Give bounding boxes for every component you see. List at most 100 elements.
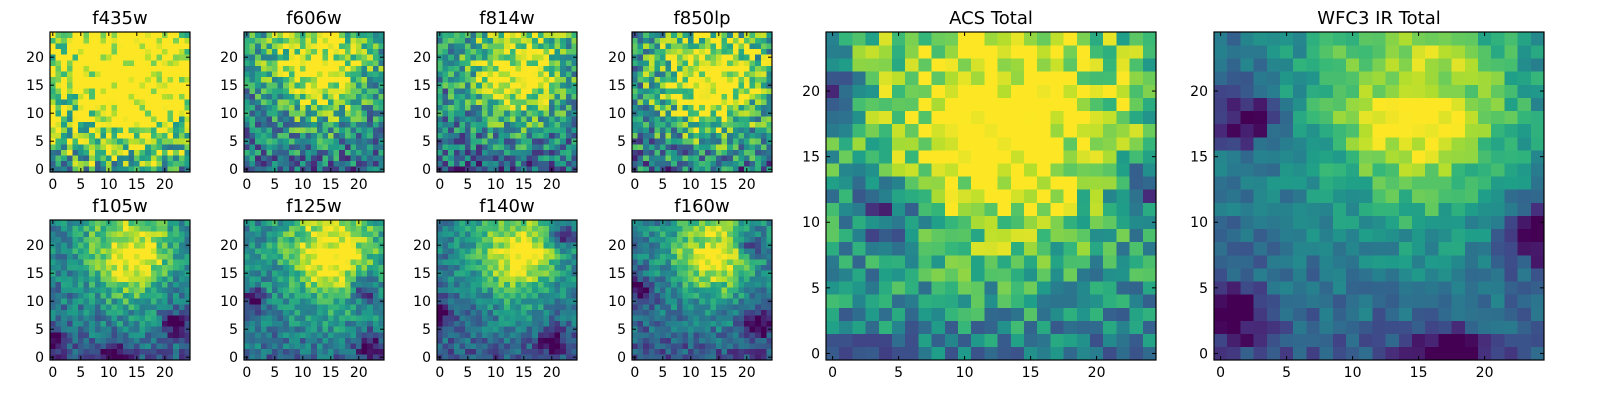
heatmap-cell [344, 104, 351, 111]
heatmap-cell [83, 309, 90, 316]
heatmap-cell [442, 281, 449, 288]
heatmap-cell [465, 93, 471, 100]
heatmap-cell [554, 304, 561, 310]
heatmap-cell [693, 315, 700, 322]
heatmap-cell [78, 242, 84, 249]
heatmap-cell [727, 309, 734, 316]
heatmap-cell [350, 332, 357, 338]
heatmap-cell [738, 48, 745, 55]
heatmap-cell [244, 43, 250, 50]
heatmap-cell [643, 82, 650, 89]
heatmap-cell [156, 116, 163, 122]
heatmap-cell [637, 99, 644, 106]
heatmap-cell [288, 248, 295, 254]
heatmap-cell [266, 138, 273, 145]
heatmap-cell [755, 332, 762, 338]
heatmap-cell [565, 287, 572, 294]
heatmap-cell [560, 82, 567, 89]
heatmap-cell [476, 149, 483, 156]
heatmap-cell [344, 292, 351, 299]
heatmap-cell [372, 149, 379, 156]
heatmap-cell [150, 248, 157, 254]
heatmap-cell [693, 343, 700, 350]
heatmap-cell [648, 149, 655, 156]
heatmap-cell [543, 116, 550, 122]
heatmap-cell [543, 82, 550, 89]
heatmap-cell [378, 160, 385, 167]
heatmap-cell [493, 160, 499, 167]
heatmap-cell [283, 43, 290, 50]
heatmap-cell [145, 281, 152, 288]
heatmap-cell [333, 99, 340, 106]
heatmap-cell [487, 337, 494, 344]
heatmap-cell [266, 71, 273, 78]
heatmap-cell [537, 144, 544, 150]
heatmap-cell [660, 104, 666, 111]
heatmap-cell [117, 242, 124, 249]
heatmap-cell [682, 326, 689, 333]
heatmap-cell [648, 155, 655, 162]
heatmap-cell [665, 93, 672, 100]
heatmap-cell [333, 166, 340, 173]
heatmap-cell [437, 149, 443, 156]
heatmap-cell [453, 121, 460, 128]
heatmap-cell [89, 60, 96, 66]
heatmap-cell [260, 253, 267, 260]
heatmap-cell [111, 82, 118, 89]
heatmap-cell [333, 264, 340, 271]
heatmap-cell [78, 155, 84, 162]
heatmap-cell [66, 304, 73, 310]
heatmap-cell [83, 155, 90, 162]
heatmap-cell [716, 116, 722, 122]
heatmap-cell [710, 54, 717, 61]
heatmap-cell [162, 348, 168, 355]
heatmap-cell [55, 144, 62, 150]
heatmap-cell [660, 276, 666, 282]
heatmap-cell [300, 326, 306, 333]
heatmap-cell [111, 99, 118, 106]
heatmap-cell [122, 276, 129, 282]
heatmap-cell [367, 332, 374, 338]
heatmap-cell [732, 160, 739, 167]
heatmap-cell [339, 248, 346, 254]
heatmap-cell [178, 220, 185, 226]
heatmap-cell [378, 149, 385, 156]
heatmap-cell [61, 298, 68, 305]
heatmap-cell [150, 76, 157, 83]
heatmap-cell [643, 281, 650, 288]
heatmap-cell [632, 144, 638, 150]
heatmap-cell [515, 292, 522, 299]
heatmap-cell [543, 270, 550, 277]
heatmap-cell [311, 242, 318, 249]
heatmap-cell [509, 32, 516, 38]
heatmap-cell [288, 348, 295, 355]
heatmap-cell [727, 37, 734, 44]
heatmap-cell [648, 43, 655, 50]
heatmap-cell [288, 48, 295, 55]
heatmap-cell [122, 270, 129, 277]
heatmap-cell [61, 236, 68, 243]
heatmap-cell [173, 320, 180, 327]
heatmap-cell [311, 276, 318, 282]
heatmap-cell [442, 220, 449, 226]
heatmap-cell [78, 287, 84, 294]
heatmap-cell [766, 60, 773, 66]
heatmap-cell [83, 292, 90, 299]
heatmap-cell [459, 121, 466, 128]
heatmap-cell [465, 76, 471, 83]
heatmap-cell [322, 166, 329, 173]
heatmap-cell [493, 281, 499, 288]
heatmap-cell [83, 65, 90, 72]
heatmap-cell [55, 225, 62, 232]
heatmap-cell [509, 253, 516, 260]
heatmap-cell [322, 220, 329, 226]
heatmap-cell [122, 93, 129, 100]
heatmap-cell [543, 259, 550, 266]
heatmap-cell [504, 287, 511, 294]
heatmap-cell [328, 110, 334, 117]
heatmap-cell [266, 166, 273, 173]
heatmap-cell [328, 116, 334, 122]
heatmap-cell [361, 220, 368, 226]
heatmap-cell [277, 304, 284, 310]
